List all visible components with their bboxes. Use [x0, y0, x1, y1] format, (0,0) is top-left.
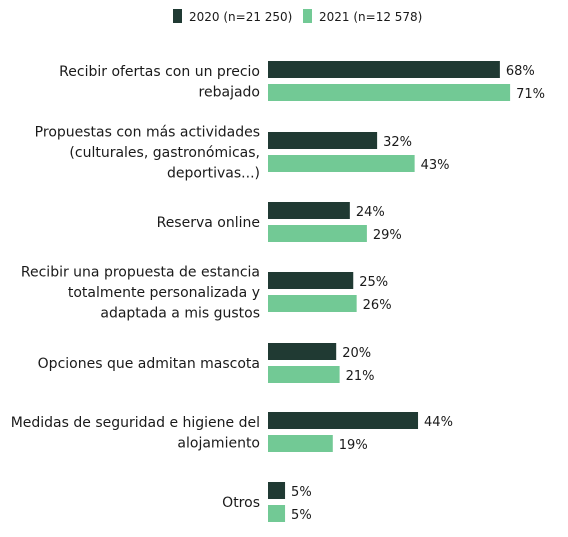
- category-label: Propuestas con más actividades (culturale…: [35, 125, 260, 182]
- bar-2020: [268, 202, 350, 219]
- bar-2020: [268, 482, 286, 499]
- category-label-line: totalmente personalizada y: [68, 285, 260, 301]
- value-label-2020: 32%: [383, 135, 412, 150]
- value-label-2020: 20%: [342, 346, 371, 361]
- bar-2021: [268, 84, 511, 101]
- category-label-line: Opciones que admitan mascota: [38, 356, 260, 372]
- category-label: Medidas de seguridad e higiene del alojam…: [11, 415, 260, 452]
- category-label-line: rebajado: [199, 84, 260, 100]
- bar-2020: [268, 132, 378, 149]
- value-label-2020: 68%: [506, 64, 535, 79]
- bar-2020: [268, 272, 354, 289]
- category-label: Opciones que admitan mascota: [38, 356, 260, 372]
- bar-2021: [268, 295, 357, 312]
- category-label: Otros: [222, 495, 260, 511]
- legend-2021-label: 2021 (n=12 578): [319, 10, 422, 24]
- value-label-2020: 24%: [356, 205, 385, 220]
- value-label-2020: 25%: [359, 275, 388, 290]
- bar-2021: [268, 366, 340, 383]
- category-label-line: Otros: [222, 495, 260, 511]
- category-label-line: Recibir una propuesta de estancia: [21, 265, 260, 281]
- category-label-line: adaptada a mis gustos: [100, 306, 260, 322]
- category-label-line: deportivas...): [167, 166, 260, 182]
- value-label-2021: 21%: [346, 369, 375, 384]
- bar-2020: [268, 343, 337, 360]
- category-label-line: (culturales, gastronómicas,: [69, 145, 260, 161]
- bar-2021: [268, 505, 286, 522]
- value-label-2021: 19%: [339, 438, 368, 453]
- value-label-2021: 5%: [291, 508, 312, 523]
- bar-2021: [268, 225, 367, 242]
- value-label-2021: 71%: [516, 87, 545, 102]
- category-label-line: Reserva online: [157, 215, 260, 231]
- value-label-2020: 5%: [291, 485, 312, 500]
- bar-2020: [268, 61, 500, 78]
- value-label-2020: 44%: [424, 415, 453, 430]
- category-label-line: alojamiento: [177, 435, 260, 451]
- category-label-line: Medidas de seguridad e higiene del: [11, 415, 260, 431]
- bar-2021: [268, 155, 415, 172]
- legend-2021-swatch: [303, 9, 312, 23]
- category-label: Recibir una propuesta de estancia totalme…: [21, 265, 260, 322]
- legend-2020-label: 2020 (n=21 250): [189, 10, 292, 24]
- bar-2021: [268, 435, 333, 452]
- bar-2020: [268, 412, 419, 429]
- category-label: Reserva online: [157, 215, 260, 231]
- legend-2020-swatch: [173, 9, 182, 23]
- value-label-2021: 26%: [363, 298, 392, 313]
- category-label-line: Recibir ofertas con un precio: [59, 64, 260, 80]
- value-label-2021: 43%: [421, 158, 450, 173]
- value-label-2021: 29%: [373, 228, 402, 243]
- category-label: Recibir ofertas con un precio rebajado: [59, 64, 260, 101]
- category-label-line: Propuestas con más actividades: [35, 125, 260, 141]
